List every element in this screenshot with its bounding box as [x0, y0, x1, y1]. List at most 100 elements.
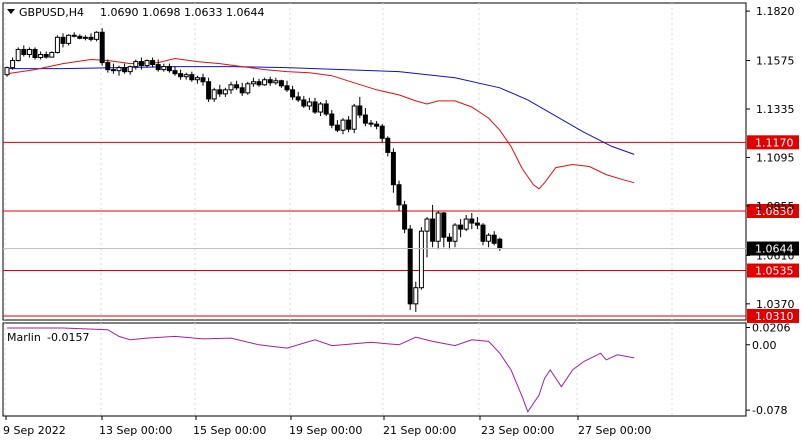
candle-bull[interactable] — [127, 66, 133, 73]
candle-bull[interactable] — [15, 48, 21, 62]
candle-bear[interactable] — [379, 125, 385, 139]
candle-bull[interactable] — [49, 51, 55, 58]
candle-bear[interactable] — [480, 224, 486, 242]
candle-bear[interactable] — [446, 236, 452, 242]
candle-bear[interactable] — [323, 103, 329, 115]
candle-bear[interactable] — [71, 34, 77, 37]
candle-bear[interactable] — [178, 73, 184, 78]
candle-bear[interactable] — [402, 204, 408, 230]
candle-bear[interactable] — [368, 122, 374, 125]
candle-bull[interactable] — [54, 36, 60, 53]
candle-bull[interactable] — [318, 103, 324, 113]
candle-bull[interactable] — [211, 89, 217, 100]
candle-bear[interactable] — [110, 69, 116, 72]
candle-bull[interactable] — [452, 224, 458, 242]
candle-bear[interactable] — [357, 105, 363, 116]
candle-bear[interactable] — [77, 35, 83, 39]
candle-bear[interactable] — [396, 184, 402, 206]
candle-bear[interactable] — [60, 36, 66, 44]
candle-bear[interactable] — [301, 99, 307, 107]
candle-bull[interactable] — [82, 36, 88, 39]
candle-bull[interactable] — [486, 234, 492, 242]
candle-bull[interactable] — [144, 60, 150, 67]
candle-bear[interactable] — [290, 89, 296, 98]
candle-bull[interactable] — [38, 53, 44, 59]
candle-bull[interactable] — [228, 84, 234, 91]
dropdown-triangle-icon[interactable] — [7, 9, 15, 14]
candle-bull[interactable] — [351, 105, 357, 130]
candle-bear[interactable] — [155, 64, 161, 71]
candle-bull[interactable] — [245, 83, 251, 94]
oscillator-line — [7, 327, 635, 413]
candle-bear[interactable] — [474, 222, 480, 226]
candle-bear[interactable] — [295, 96, 301, 101]
candle-bear[interactable] — [284, 85, 290, 91]
candle-bull[interactable] — [435, 212, 441, 242]
candle-bear[interactable] — [88, 36, 94, 40]
candle-bull[interactable] — [418, 230, 424, 289]
candle-bull[interactable] — [262, 79, 268, 86]
candle-bear[interactable] — [43, 53, 49, 58]
candle-bear[interactable] — [206, 81, 212, 100]
candle-bear[interactable] — [256, 81, 262, 86]
candle-bear[interactable] — [458, 224, 464, 230]
candle-bull[interactable] — [250, 81, 256, 85]
candle-bull[interactable] — [66, 34, 72, 44]
price-axis[interactable]: 1.18201.15751.13351.10951.08551.06101.03… — [3, 5, 799, 311]
candle-bear[interactable] — [150, 60, 156, 66]
candle-bull[interactable] — [424, 218, 430, 232]
candle-bear[interactable] — [32, 48, 38, 59]
time-axis[interactable]: 9 Sep 2022 13 Sep 00:00 15 Sep 00:00 19 Sep… — [3, 416, 651, 437]
candle-bear[interactable] — [362, 114, 368, 124]
candle-bull[interactable] — [10, 60, 16, 69]
candle-bear[interactable] — [374, 123, 380, 127]
candle-bull[interactable] — [161, 66, 167, 71]
candle-bull[interactable] — [340, 119, 346, 131]
candle-bear[interactable] — [138, 61, 144, 67]
candle-bear[interactable] — [469, 218, 475, 224]
candle-bear[interactable] — [334, 124, 340, 131]
candle-bull[interactable] — [273, 80, 279, 84]
candle-bear[interactable] — [189, 74, 195, 81]
candle-bear[interactable] — [234, 84, 240, 89]
candle-bear[interactable] — [430, 218, 436, 242]
candle-bear[interactable] — [267, 79, 273, 84]
indicator-name: Marlin — [7, 331, 41, 344]
candle-bull[interactable] — [133, 61, 139, 68]
candle-bear[interactable] — [346, 119, 352, 130]
candle-bear[interactable] — [407, 228, 413, 305]
candle-bull[interactable] — [116, 67, 122, 72]
candle-bull[interactable] — [413, 287, 419, 305]
symbol-label: GBPUSD,H4 — [19, 6, 84, 19]
candle-bear[interactable] — [239, 87, 245, 94]
candle-bull[interactable] — [194, 77, 200, 81]
candle-bull[interactable] — [222, 89, 228, 95]
candle-bear[interactable] — [278, 80, 284, 87]
candle-bull[interactable] — [463, 218, 469, 230]
candle-bear[interactable] — [105, 62, 111, 71]
candle-bear[interactable] — [329, 113, 335, 126]
candle-bull[interactable] — [183, 74, 189, 78]
candle-bear[interactable] — [166, 66, 172, 72]
candle-bull[interactable] — [94, 31, 100, 40]
candle-bear[interactable] — [99, 31, 105, 64]
candle-bear[interactable] — [122, 67, 128, 73]
candles[interactable] — [4, 28, 503, 312]
candle-bear[interactable] — [172, 70, 178, 75]
candle-bear[interactable] — [497, 238, 503, 250]
candle-bear[interactable] — [200, 77, 206, 83]
candle-bear[interactable] — [390, 151, 396, 186]
candle-bear[interactable] — [217, 89, 223, 95]
candle-bull[interactable] — [26, 48, 32, 55]
candle-bull[interactable] — [306, 101, 312, 107]
candle-bear[interactable] — [491, 234, 497, 244]
candle-bear[interactable] — [21, 48, 27, 55]
horizontal-levels[interactable]: 1.1170 1.0830 1.0535 1.0310 — [3, 135, 799, 323]
candle-bull[interactable] — [4, 67, 10, 76]
candle-bear[interactable] — [441, 212, 447, 238]
candle-bear[interactable] — [312, 101, 318, 113]
candle-bear[interactable] — [385, 137, 391, 153]
price-tick-label: 1.1820 — [756, 5, 795, 18]
